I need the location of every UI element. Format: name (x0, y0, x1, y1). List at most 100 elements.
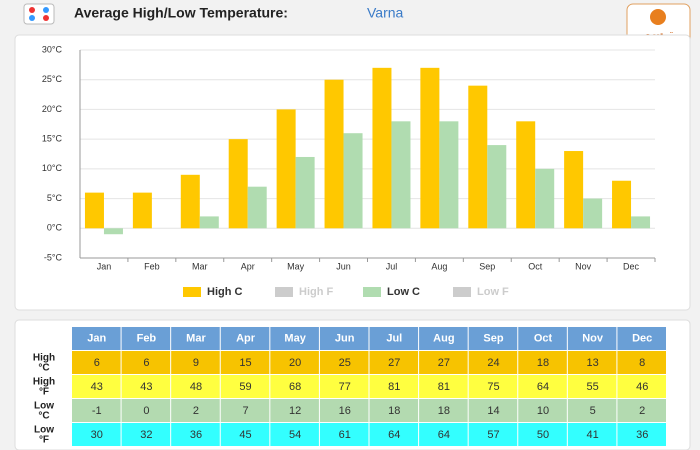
x-tick-label: Feb (144, 261, 160, 271)
x-tick-label: Nov (575, 261, 592, 271)
header-label: Jul (386, 332, 402, 344)
cell (171, 399, 220, 422)
bar (247, 186, 267, 229)
cell (220, 375, 270, 398)
bar (132, 192, 152, 229)
header-label: Aug (433, 332, 454, 344)
cell (72, 375, 121, 398)
x-tick-label: Dec (623, 261, 640, 271)
header-cell (567, 327, 617, 350)
cell-value: 15 (239, 357, 251, 369)
cell (419, 423, 468, 446)
row-label: High (33, 377, 55, 388)
header-cell (617, 327, 666, 350)
cell (319, 351, 369, 374)
cell (468, 375, 518, 398)
legend-swatch (363, 287, 381, 297)
cell-value: 0 (143, 405, 149, 417)
legend-swatch (275, 287, 293, 297)
header-cell (369, 327, 419, 350)
cell (171, 375, 220, 398)
cell (72, 399, 121, 422)
x-tick-label: Apr (241, 261, 255, 271)
bar (324, 79, 344, 229)
header-label: Sep (483, 332, 503, 344)
header-label: Jan (87, 332, 106, 344)
bar (180, 174, 200, 229)
cell-value: 54 (289, 429, 301, 441)
row-label: Low (34, 401, 54, 412)
x-tick-label: Aug (431, 261, 447, 271)
cell (270, 399, 319, 422)
y-tick-label: -5°C (44, 252, 63, 262)
cell-value: 48 (190, 381, 202, 393)
header-cell (171, 327, 220, 350)
cell-value: 6 (94, 357, 100, 369)
cell (121, 375, 171, 398)
cell (72, 423, 121, 446)
x-tick-label: Oct (528, 261, 543, 271)
bar (487, 145, 507, 229)
cell (617, 351, 666, 374)
header-label: Dec (632, 332, 652, 344)
bar (372, 67, 392, 229)
cell-value: 24 (487, 357, 499, 369)
header-label: Oct (534, 332, 553, 344)
cell (617, 375, 666, 398)
cell-value: 61 (339, 429, 351, 441)
cell (121, 351, 171, 374)
y-tick-label: 0°C (47, 223, 63, 233)
header-label: Apr (236, 332, 256, 344)
legend-label: Low C (387, 286, 420, 298)
cell-value: 27 (438, 357, 450, 369)
cell (319, 399, 369, 422)
header-label: May (284, 332, 306, 344)
cell (617, 399, 666, 422)
x-tick-label: Mar (192, 261, 208, 271)
bar (295, 156, 315, 229)
cell-value: 13 (587, 357, 599, 369)
cell (369, 351, 419, 374)
bar (439, 121, 459, 229)
bar (468, 85, 488, 229)
y-tick-label: 20°C (42, 104, 63, 114)
cell (567, 423, 617, 446)
cell (319, 423, 369, 446)
cell-value: 32 (140, 429, 152, 441)
cell-value: 16 (339, 405, 351, 417)
x-tick-label: Sep (479, 261, 495, 271)
cell (171, 351, 220, 374)
bar (612, 180, 632, 229)
cell-value: 2 (639, 405, 645, 417)
bar (103, 228, 123, 235)
header-cell (319, 327, 369, 350)
cell-value: 36 (636, 429, 648, 441)
bar (276, 109, 296, 229)
cell-value: 43 (140, 381, 152, 393)
y-tick-label: 15°C (42, 134, 63, 144)
header-label: Nov (582, 332, 604, 344)
cell (567, 375, 617, 398)
row-label: High (33, 353, 55, 364)
legend-label: Low F (477, 286, 509, 298)
cell-value: 9 (193, 357, 199, 369)
cell (468, 423, 518, 446)
y-tick-label: 30°C (42, 44, 63, 54)
cell-value: 46 (636, 381, 648, 393)
cell-value: 36 (190, 429, 202, 441)
cell-value: 12 (289, 405, 301, 417)
header-cell (468, 327, 518, 350)
cell (369, 423, 419, 446)
place: Varna (367, 5, 404, 21)
cell-value: 50 (537, 429, 549, 441)
legend-label: High C (207, 286, 242, 298)
cell-value: 68 (289, 381, 301, 393)
cell (468, 399, 518, 422)
cell-value: 30 (91, 429, 103, 441)
cell (518, 351, 567, 374)
row-label: °C (38, 411, 49, 422)
cell-value: 55 (587, 381, 599, 393)
cell-value: 77 (339, 381, 351, 393)
cell-value: 45 (239, 429, 251, 441)
header-label: Feb (137, 332, 157, 344)
